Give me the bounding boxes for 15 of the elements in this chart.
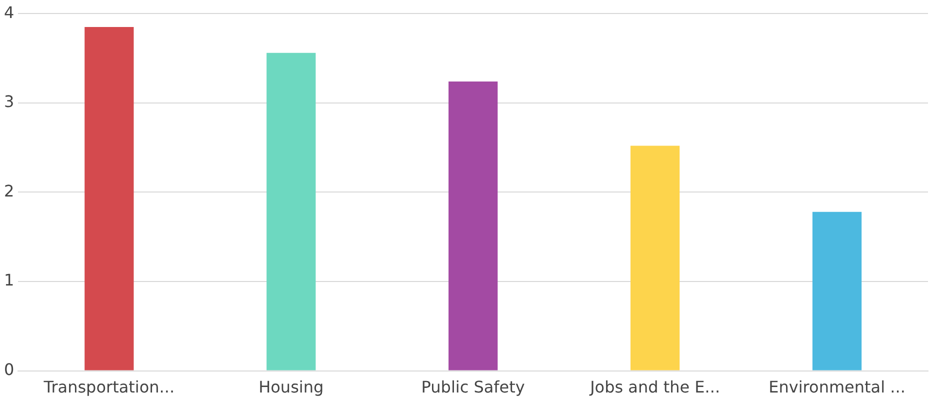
x-tick-label: Housing [258,378,324,397]
bar [266,52,316,370]
y-tick-label: 1 [4,270,14,290]
y-tick-label: 3 [4,92,14,112]
x-tick-label: Jobs and the E... [589,378,720,397]
y-tick-label: 0 [4,360,14,379]
y-tick-label: 4 [4,2,14,22]
x-tick-label: Public Safety [421,378,525,397]
x-tick-label: Transportation... [42,378,175,397]
x-tick-label: Environmental ... [768,378,906,397]
bar [84,26,134,370]
bar [448,81,498,370]
bar [630,146,680,370]
y-tick-label: 2 [4,181,14,200]
bar [812,212,862,370]
